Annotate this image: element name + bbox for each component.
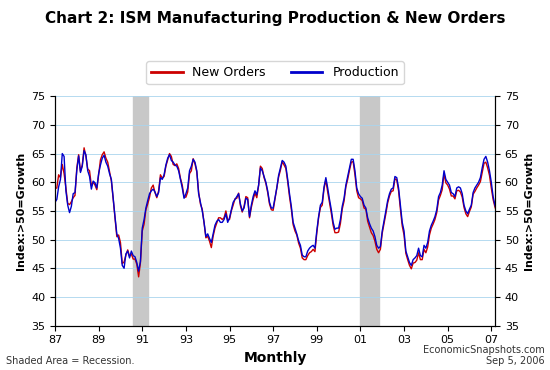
- X-axis label: Monthly: Monthly: [243, 351, 307, 365]
- Bar: [133, 96, 148, 326]
- Y-axis label: Index:>50=Growth: Index:>50=Growth: [15, 152, 26, 270]
- Bar: [360, 96, 378, 326]
- Text: Chart 2: ISM Manufacturing Production & New Orders: Chart 2: ISM Manufacturing Production & …: [45, 11, 505, 26]
- Text: EconomicSnapshots.com
Sep 5, 2006: EconomicSnapshots.com Sep 5, 2006: [423, 345, 544, 366]
- Legend: New Orders, Production: New Orders, Production: [146, 61, 404, 84]
- Text: Shaded Area = Recession.: Shaded Area = Recession.: [6, 356, 134, 366]
- Y-axis label: Index:>50=Growth: Index:>50=Growth: [524, 152, 535, 270]
